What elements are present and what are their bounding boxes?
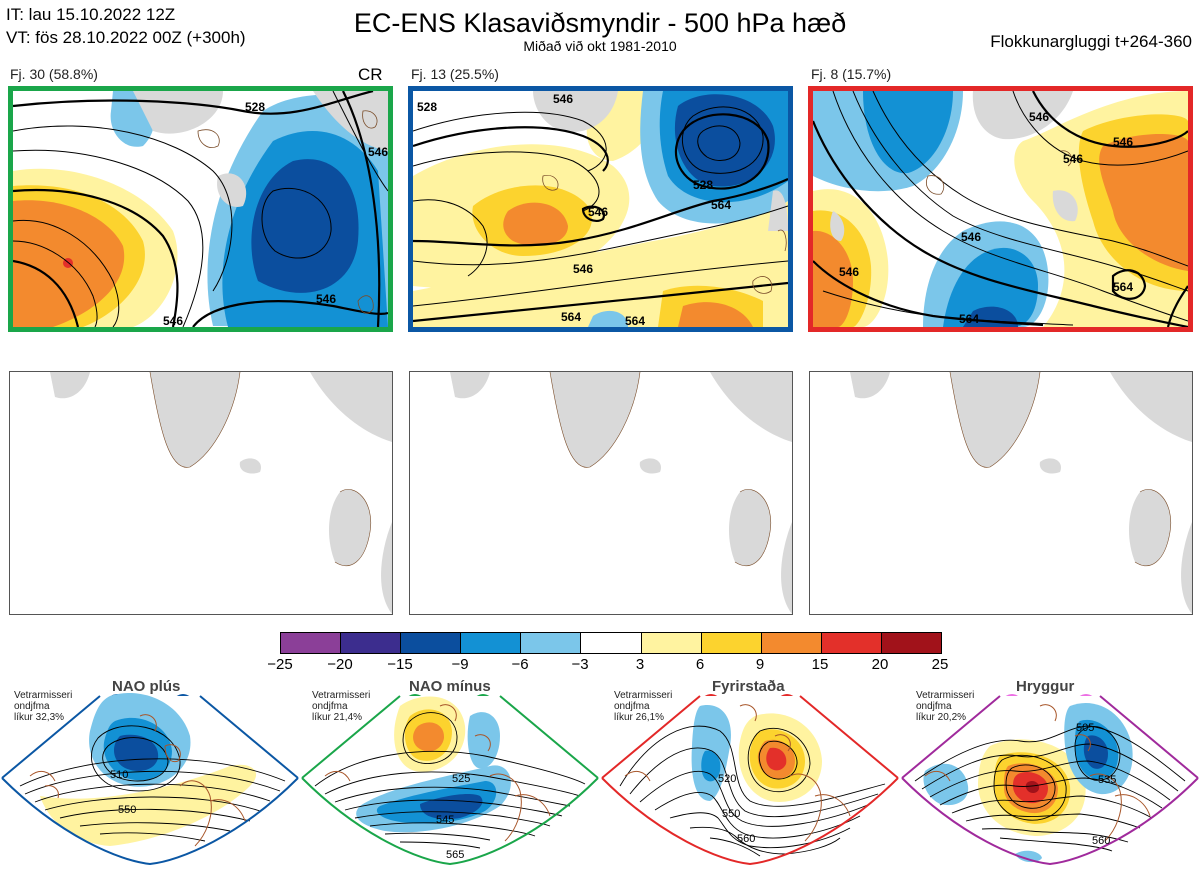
contour-label: 528 — [693, 178, 713, 192]
contour-label: 546 — [368, 145, 388, 159]
colorbar-swatch — [581, 633, 642, 653]
colorbar-tick: 25 — [931, 656, 949, 673]
contour-label: 564 — [959, 312, 979, 326]
regime-title: NAO plús — [112, 678, 181, 695]
init-time: IT: lau 15.10.2022 12Z — [6, 5, 176, 24]
contour-label: 564 — [711, 198, 731, 212]
cluster-1-label: Fj. 30 (58.8%) — [10, 66, 98, 82]
colorbar — [280, 632, 942, 654]
regime-info-line: Vetrarmisseri — [312, 690, 371, 701]
contour-label: 510 — [110, 769, 128, 781]
regime-info-line: líkur 20,2% — [916, 712, 967, 723]
colorbar-swatch — [881, 633, 942, 653]
contour-label: 528 — [245, 100, 265, 114]
contour-label: 565 — [446, 849, 464, 861]
contour-label: 560 — [737, 833, 755, 845]
regime-title: Hryggur — [1016, 678, 1075, 695]
colorbar-tick: −20 — [327, 656, 353, 673]
cluster-1-map[interactable]: 528 546 546 546 — [8, 86, 393, 332]
regime-nao-minus[interactable]: Vetrarmisseri ondjfma líkur 21,4% NAO mí… — [300, 676, 600, 871]
contour-label: 546 — [1029, 110, 1049, 124]
regime-info-line: ondjfma — [916, 701, 952, 712]
colorbar-swatch — [281, 633, 342, 653]
contour-label: 525 — [452, 773, 470, 785]
regime-info: Vetrarmisseri ondjfma líkur 20,2% — [916, 690, 974, 723]
contour-label: 535 — [1098, 774, 1116, 786]
colorbar-tick: 9 — [755, 656, 765, 673]
contour-label: 505 — [1076, 722, 1094, 734]
cluster-3-map[interactable]: 546 546 546 546 546 564 564 — [808, 86, 1193, 332]
colorbar-tick: −25 — [267, 656, 293, 673]
regime-info-line: ondjfma — [614, 701, 650, 712]
regime-ridge[interactable]: Vetrarmisseri ondjfma líkur 20,2% Hryggu… — [900, 676, 1200, 871]
colorbar-swatch — [341, 633, 402, 653]
colorbar-tick: −3 — [571, 656, 589, 673]
colorbar-tick: 15 — [811, 656, 829, 673]
colorbar-swatch — [641, 633, 702, 653]
contour-label: 550 — [722, 808, 740, 820]
colorbar-tick: 6 — [695, 656, 705, 673]
regime-info: Vetrarmisseri ondjfma líkur 21,4% — [312, 690, 370, 723]
colorbar-tick: −15 — [387, 656, 413, 673]
regime-info-line: líkur 21,4% — [312, 712, 363, 723]
contour-label: 546 — [1063, 152, 1083, 166]
regime-blocking[interactable]: Vetrarmisseri ondjfma líkur 26,1% Fyrirs… — [600, 676, 900, 871]
cluster-2-map[interactable]: 528 528 546 546 564 564 546 564 — [408, 86, 793, 332]
regime-info-line: ondjfma — [312, 701, 348, 712]
regime-info-line: Vetrarmisseri — [614, 690, 673, 701]
contour-label: 528 — [417, 100, 437, 114]
contour-label: 546 — [839, 265, 859, 279]
regime-nao-plus[interactable]: Vetrarmisseri ondjfma líkur 32,3% NAO pl… — [0, 676, 300, 871]
contour-label: 545 — [436, 814, 454, 826]
contour-label: 564 — [561, 310, 581, 324]
contour-label: 546 — [588, 205, 608, 219]
colorbar-tick: 20 — [871, 656, 889, 673]
classification-window: Flokkunargluggi t+264-360 — [990, 32, 1192, 51]
colorbar-swatch — [461, 633, 522, 653]
cluster-3-label: Fj. 8 (15.7%) — [811, 66, 892, 82]
regime-info-line: Vetrarmisseri — [916, 690, 975, 701]
regime-info-line: ondjfma — [14, 701, 50, 712]
contour-label: 546 — [163, 314, 183, 327]
colorbar-swatch — [761, 633, 822, 653]
contour-label: 550 — [118, 804, 136, 816]
contour-label: 560 — [1092, 835, 1110, 847]
contour-label: 520 — [718, 773, 736, 785]
colorbar-tick: −6 — [511, 656, 529, 673]
regime-info: Vetrarmisseri ondjfma líkur 26,1% — [614, 690, 672, 723]
colorbar-tick: −9 — [451, 656, 469, 673]
valid-time: VT: fös 28.10.2022 00Z (+300h) — [6, 28, 246, 47]
regime-info-line: Vetrarmisseri — [14, 690, 73, 701]
contour-label: 546 — [1113, 135, 1133, 149]
regime-title: NAO mínus — [409, 678, 491, 695]
cluster-2-label: Fj. 13 (25.5%) — [411, 66, 499, 82]
colorbar-tick: 3 — [635, 656, 645, 673]
blank-map-2 — [409, 371, 793, 615]
cluster-1-tag: CR — [358, 65, 383, 84]
page-subtitle: Miðað við okt 1981-2010 — [523, 38, 677, 54]
contour-label: 546 — [553, 92, 573, 106]
contour-label: 564 — [1113, 280, 1133, 294]
blank-map-3 — [809, 371, 1193, 615]
blank-map-1 — [9, 371, 393, 615]
colorbar-swatch — [521, 633, 582, 653]
colorbar-swatch — [821, 633, 882, 653]
regime-title: Fyrirstaða — [712, 678, 785, 695]
contour-label: 546 — [316, 292, 336, 306]
contour-label: 546 — [573, 262, 593, 276]
regime-info: Vetrarmisseri ondjfma líkur 32,3% — [14, 690, 72, 723]
colorbar-swatch — [401, 633, 462, 653]
contour-label: 564 — [625, 314, 645, 327]
regime-info-line: líkur 26,1% — [614, 712, 665, 723]
colorbar-swatch — [701, 633, 762, 653]
regime-info-line: líkur 32,3% — [14, 712, 65, 723]
contour-label: 546 — [961, 230, 981, 244]
page-title: EC-ENS Klasaviðsmyndir - 500 hPa hæð — [353, 8, 847, 38]
